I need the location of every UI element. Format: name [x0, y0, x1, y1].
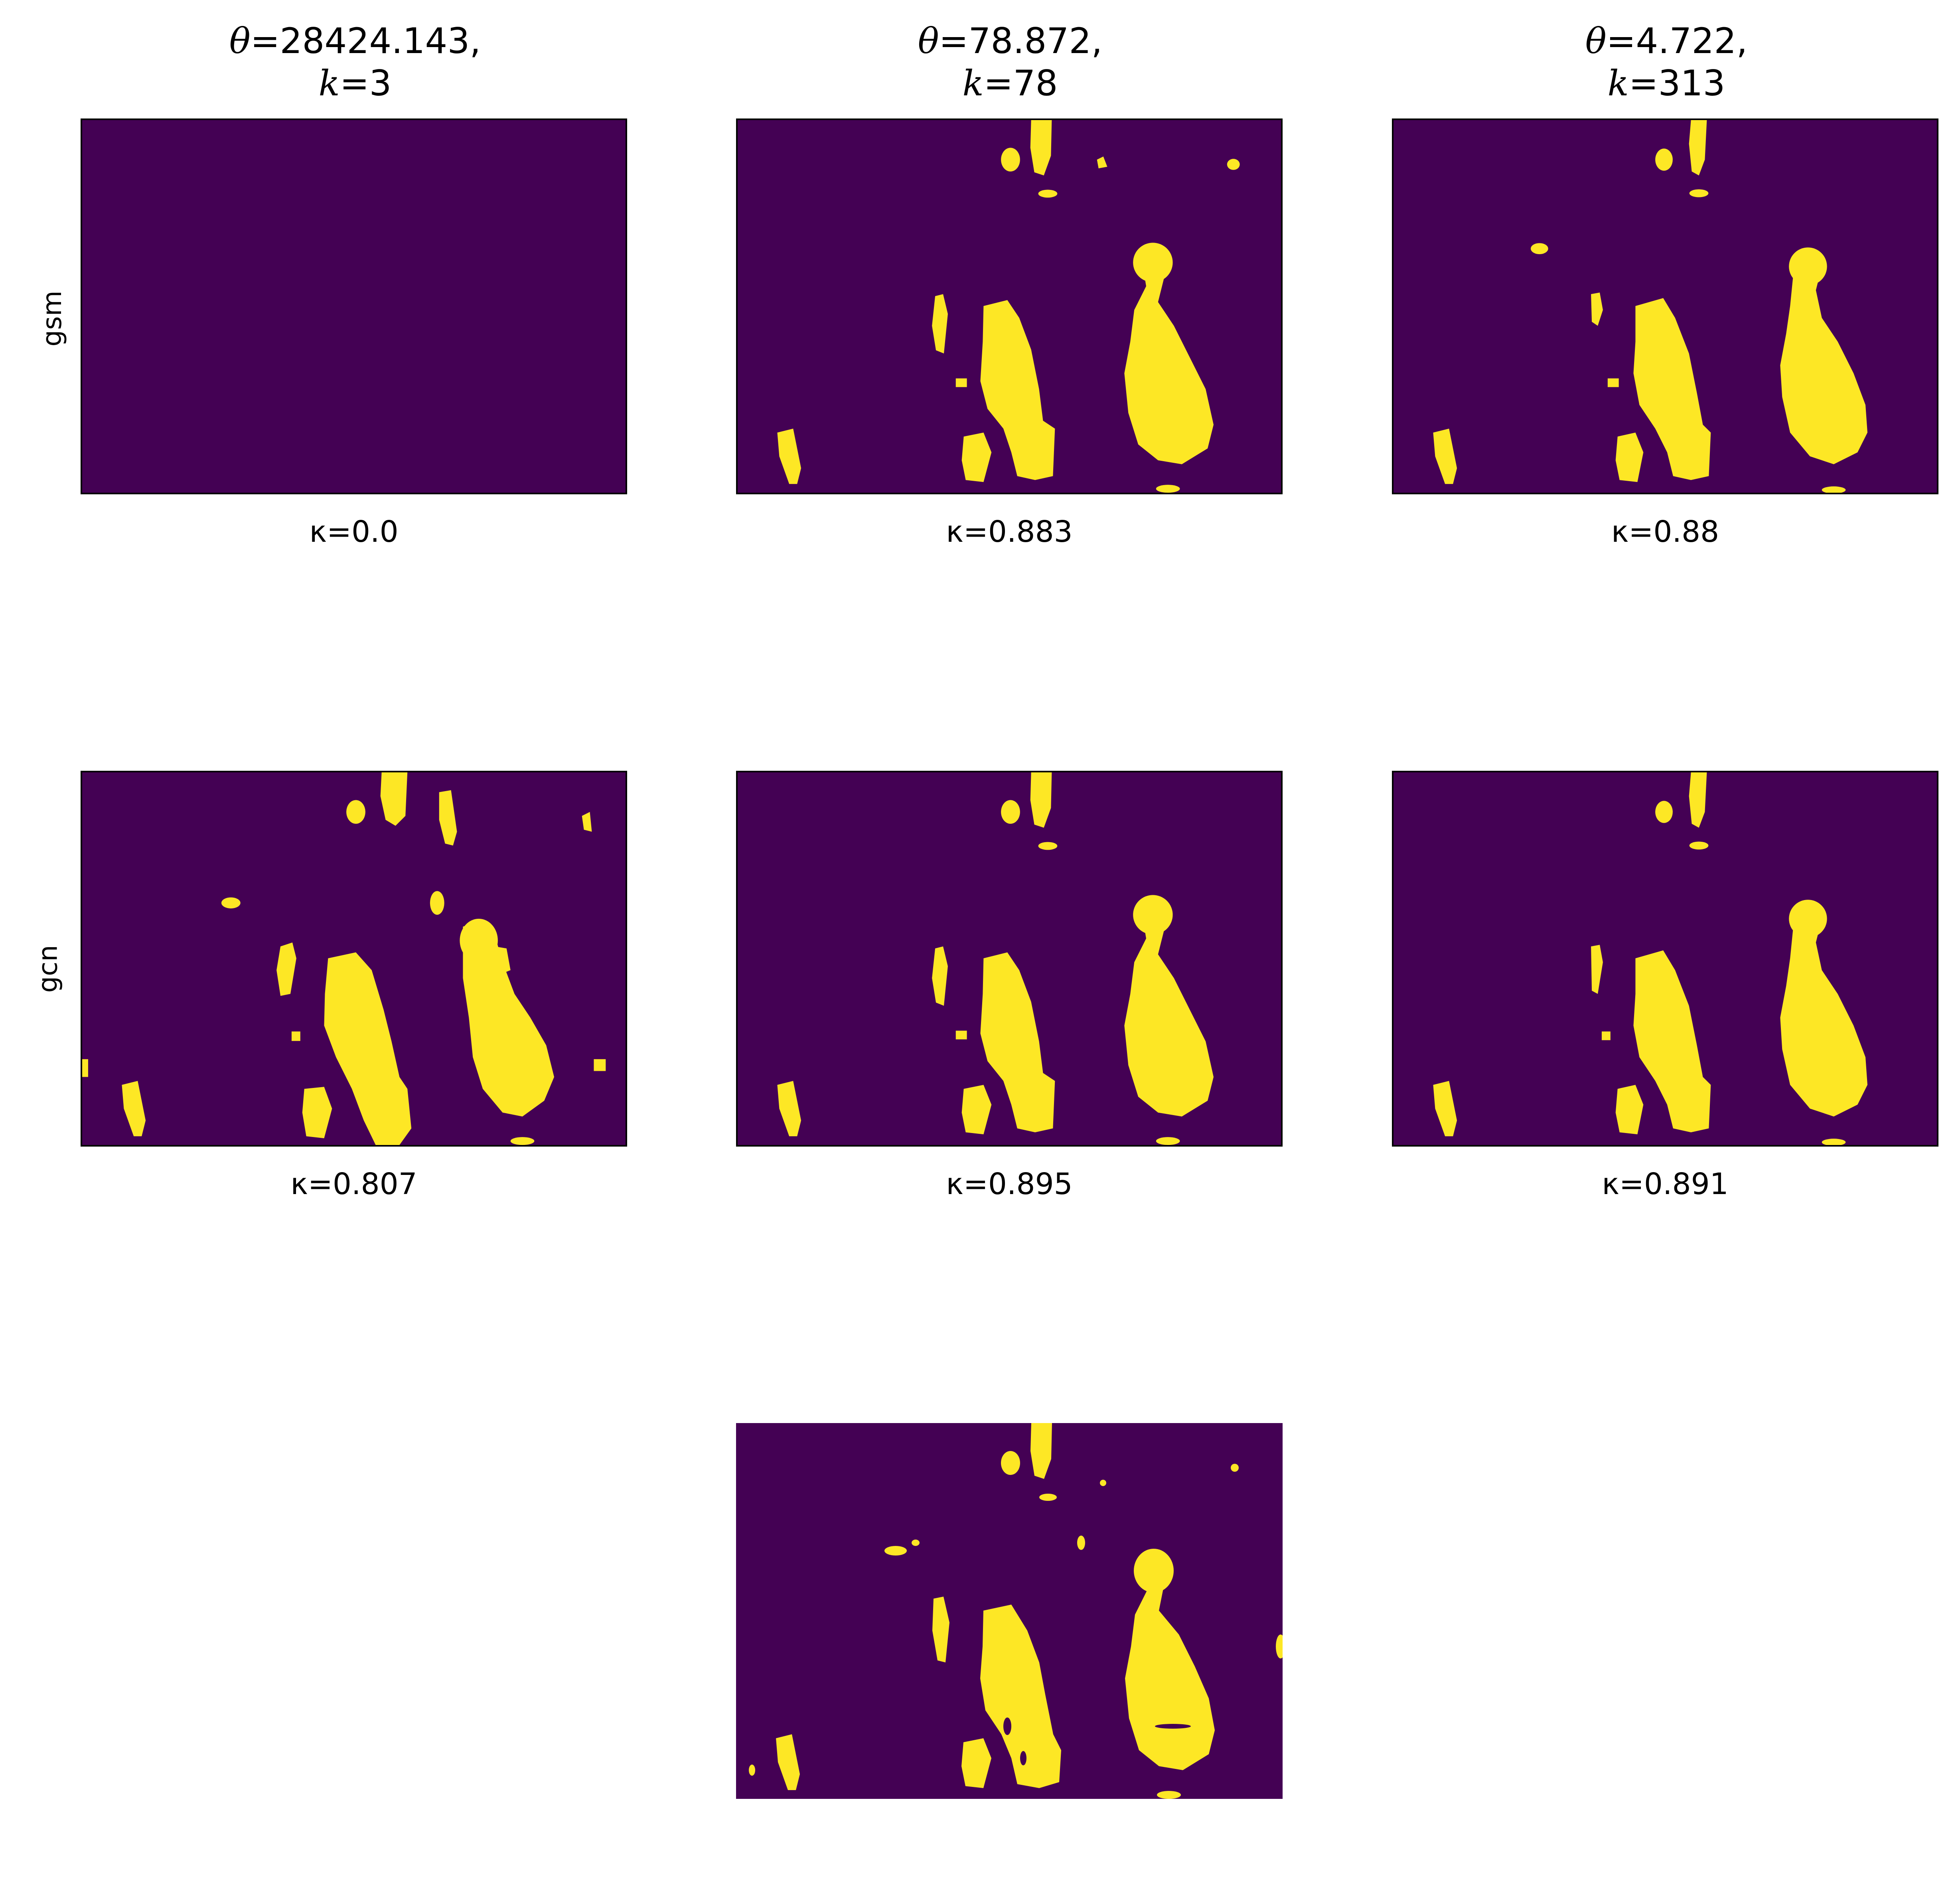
kappa-gsm-2: κ=0.883 — [946, 515, 1073, 549]
kappa-gcn-3: κ=0.891 — [1602, 1167, 1729, 1201]
kappa-gcn-2: κ=0.895 — [946, 1167, 1073, 1201]
ground-truth-mask-panel — [736, 1423, 1283, 1799]
kappa-gsm-3: κ=0.88 — [1611, 515, 1719, 549]
column-title-1: θ=28424.143, k=3 — [229, 20, 481, 104]
mask-panel-gsm-2 — [736, 118, 1283, 494]
column-title-2: θ=78.872, k=78 — [918, 20, 1103, 104]
kappa-gcn-1: κ=0.807 — [290, 1167, 417, 1201]
mask-panel-gcn-3 — [1392, 771, 1938, 1147]
mask-panel-gsm-1 — [81, 118, 627, 494]
row-label-gsm: gsm — [36, 290, 67, 347]
kappa-gsm-1: κ=0.0 — [309, 515, 399, 549]
mask-panel-gcn-2 — [736, 771, 1283, 1147]
mask-panel-gcn-1 — [81, 771, 627, 1147]
mask-panel-gsm-3 — [1392, 118, 1938, 494]
row-label-gcn: gcn — [32, 945, 63, 993]
column-title-3: θ=4.722, k=313 — [1585, 20, 1748, 104]
